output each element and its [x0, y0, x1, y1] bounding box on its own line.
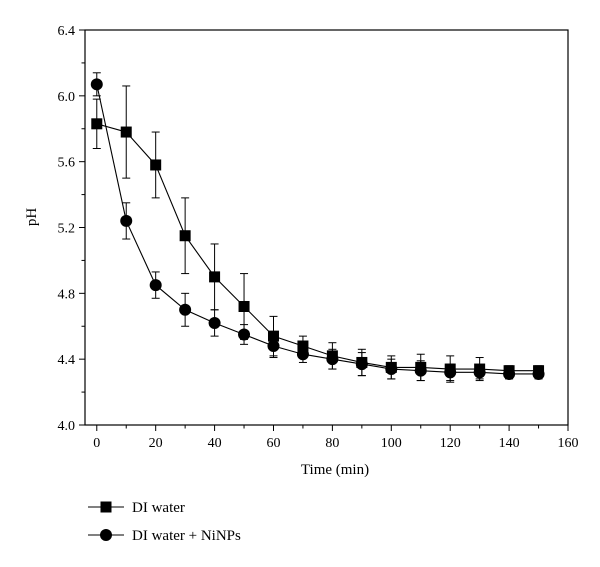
x-tick-label-60: 60 — [266, 436, 280, 451]
y-tick-label-0: 4.0 — [58, 419, 76, 434]
series-2 — [90, 72, 545, 382]
legend-label-1: DI water — [132, 500, 185, 516]
y-tick-label-1: 4.4 — [58, 353, 76, 368]
series-line-1 — [96, 123, 539, 372]
data-point-circle — [238, 328, 251, 341]
legend-marker-circle — [100, 529, 112, 541]
data-point-circle — [355, 358, 368, 371]
y-tick-label-2: 4.8 — [58, 287, 76, 302]
x-tick-label-20: 20 — [149, 436, 163, 451]
series-line-2 — [96, 84, 539, 375]
x-tick-label-0: 0 — [93, 436, 100, 451]
legend-item-1: DI water — [88, 500, 185, 516]
data-point-circle — [267, 340, 280, 352]
data-point-circle — [90, 78, 103, 91]
data-point-circle — [503, 367, 516, 380]
x-tick-label-120: 120 — [440, 436, 461, 451]
plot-frame-layer — [84, 29, 569, 426]
data-point-circle — [473, 366, 486, 379]
legend-item-2: DI water + NiNPs — [88, 528, 241, 544]
y-axis-label: pH — [24, 208, 40, 227]
data-point-square — [238, 301, 250, 312]
y-tick-label-4: 5.6 — [58, 156, 76, 171]
x-axis-label: Time (min) — [301, 462, 369, 478]
series-layer — [90, 72, 545, 383]
data-point-square — [150, 159, 162, 171]
ticks-layer: 0 20 40 60 80 100 120 140 160 4.0 4.4 4.8 5.2 5.6 6.0 6… — [58, 24, 579, 451]
data-point-circle — [296, 348, 309, 361]
legend: DI water DI water + NiNPs — [88, 500, 241, 544]
data-point-square — [120, 126, 132, 138]
y-tick-label-3: 5.2 — [58, 222, 76, 237]
series-1 — [91, 85, 545, 383]
data-point-circle — [385, 363, 398, 376]
data-point-circle — [120, 214, 133, 227]
data-point-circle — [444, 366, 457, 379]
x-tick-label-40: 40 — [208, 436, 222, 451]
data-point-circle — [149, 279, 162, 292]
legend-marker-square — [100, 501, 112, 513]
data-point-circle — [414, 364, 427, 377]
data-point-circle — [208, 316, 221, 329]
x-tick-label-160: 160 — [558, 436, 579, 451]
data-point-square — [179, 230, 191, 242]
data-point-circle — [326, 353, 339, 366]
data-point-circle — [179, 303, 192, 316]
data-point-square — [209, 271, 221, 283]
axis-labels-layer: Time (min) pH — [24, 208, 369, 478]
y-tick-label-5: 6.0 — [58, 90, 76, 105]
y-tick-label-6: 6.4 — [58, 24, 76, 39]
x-tick-label-140: 140 — [499, 436, 520, 451]
data-point-circle — [532, 367, 545, 380]
data-point-square — [91, 118, 103, 130]
plot-frame — [84, 29, 569, 426]
x-tick-label-80: 80 — [325, 436, 339, 451]
x-tick-label-100: 100 — [381, 436, 402, 451]
legend-label-2: DI water + NiNPs — [132, 528, 241, 544]
